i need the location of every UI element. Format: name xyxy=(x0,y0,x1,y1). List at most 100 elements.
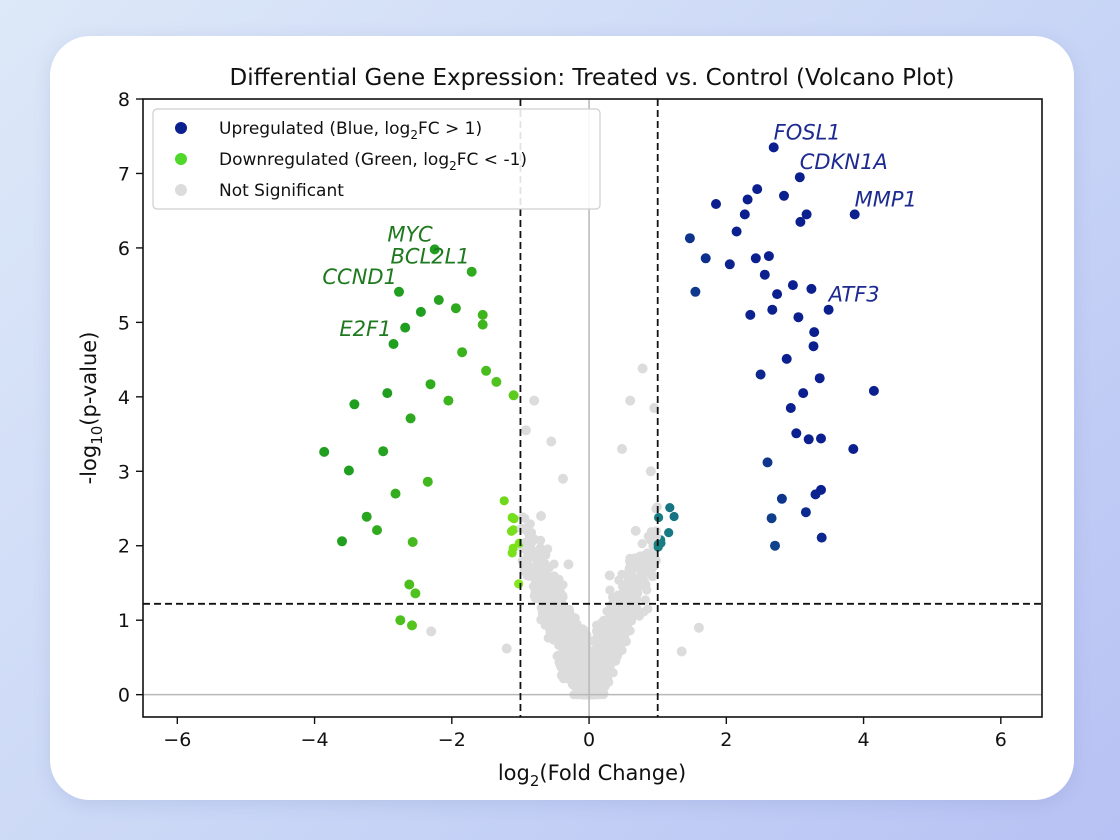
cloud-point xyxy=(543,573,553,583)
cloud-point xyxy=(499,496,509,506)
data-point-up xyxy=(814,373,825,384)
cloud-point xyxy=(521,523,531,533)
data-point-ns xyxy=(426,626,437,637)
data-point-up xyxy=(810,489,821,500)
cloud-point xyxy=(577,668,587,678)
data-point-up xyxy=(809,327,820,338)
x-tick-label: −2 xyxy=(438,729,466,751)
data-point-down xyxy=(404,579,415,590)
cloud-point xyxy=(528,569,538,580)
cloud-point xyxy=(643,531,653,541)
data-point-down xyxy=(422,476,433,487)
data-point-up xyxy=(816,532,827,543)
data-point-ns xyxy=(563,559,574,570)
cloud-point xyxy=(654,512,664,523)
cloud-point xyxy=(625,569,635,579)
chart-title: Differential Gene Expression: Treated vs… xyxy=(230,65,955,91)
x-axis-label: log2(Fold Change) xyxy=(498,761,686,790)
cloud-point xyxy=(639,560,649,570)
data-point-ns xyxy=(558,473,568,484)
data-point-down xyxy=(337,536,347,547)
legend-label-ns: Not Significant xyxy=(219,181,344,201)
cloud-point xyxy=(649,561,659,572)
cloud-point xyxy=(634,611,645,621)
data-point-up xyxy=(848,444,859,454)
cloud-point xyxy=(598,665,608,675)
data-point-up xyxy=(762,457,773,468)
data-point-down xyxy=(349,399,360,410)
cloud-point xyxy=(583,677,593,687)
cloud-point xyxy=(570,627,580,638)
cloud-point xyxy=(605,585,615,595)
data-point-up xyxy=(787,280,798,291)
cloud-point xyxy=(648,572,658,582)
data-point-down xyxy=(425,379,436,390)
data-point-up xyxy=(801,209,812,220)
data-point-up xyxy=(742,194,753,205)
cloud-point xyxy=(614,575,624,585)
cloud-point xyxy=(545,617,556,627)
data-point-up xyxy=(770,540,780,551)
cloud-point xyxy=(566,643,576,654)
legend-marker-down xyxy=(175,153,187,165)
data-point-up xyxy=(724,259,735,270)
data-point-down xyxy=(405,413,416,424)
y-tick-label: 2 xyxy=(118,536,130,558)
data-point-up xyxy=(800,507,811,518)
cloud-point xyxy=(514,579,524,589)
y-tick-label: 1 xyxy=(118,610,130,632)
data-point-up xyxy=(793,312,804,323)
data-point-down xyxy=(400,322,411,333)
data-point-up xyxy=(849,209,860,220)
data-point-down xyxy=(361,511,372,522)
data-point-up xyxy=(868,385,879,396)
gene-label-fosl1: FOSL1 xyxy=(774,120,841,144)
data-point-down xyxy=(457,347,468,358)
cloud-point xyxy=(554,640,564,650)
data-point-up xyxy=(794,172,805,183)
data-point-down xyxy=(394,286,404,297)
data-point-down xyxy=(390,488,401,499)
data-point-ns xyxy=(520,425,531,436)
cloud-point xyxy=(535,594,546,604)
legend-label-down: Downregulated (Green, log2FC < -1) xyxy=(219,150,527,173)
cloud-point xyxy=(635,551,645,561)
data-point-down xyxy=(382,388,393,399)
data-point-up xyxy=(823,304,834,315)
data-point-down xyxy=(415,306,426,317)
cloud-point xyxy=(557,604,567,615)
cloud-point xyxy=(631,562,641,572)
cloud-point xyxy=(572,660,582,671)
cloud-point xyxy=(613,619,623,629)
gene-label-mmp1: MMP1 xyxy=(855,187,917,211)
cloud-point xyxy=(549,559,559,569)
data-point-ns xyxy=(637,363,648,374)
cloud-point xyxy=(560,663,571,673)
cloud-point xyxy=(563,615,573,626)
data-point-down xyxy=(508,390,519,401)
data-point-ns xyxy=(676,646,687,657)
cloud-point xyxy=(602,616,612,626)
cloud-point xyxy=(541,550,551,560)
cloud-point xyxy=(520,513,530,524)
y-tick-label: 8 xyxy=(118,89,130,111)
data-point-up xyxy=(798,388,809,399)
cloud-point xyxy=(547,632,557,642)
cloud-point xyxy=(575,649,585,659)
cloud-point xyxy=(570,613,580,623)
y-axis-label: -log10(p-value) xyxy=(77,332,106,485)
data-point-up xyxy=(772,289,783,300)
data-point-down xyxy=(491,376,502,387)
y-tick-label: 0 xyxy=(118,685,130,707)
data-point-down xyxy=(319,446,330,457)
data-point-down xyxy=(477,319,488,330)
plot-border xyxy=(142,98,1043,718)
data-point-up xyxy=(776,493,787,504)
data-point-up xyxy=(739,209,750,220)
data-point-up xyxy=(750,253,761,264)
data-point-up xyxy=(781,353,792,364)
data-point-down xyxy=(395,615,406,626)
data-point-up xyxy=(785,403,796,413)
cloud-point xyxy=(591,634,601,644)
